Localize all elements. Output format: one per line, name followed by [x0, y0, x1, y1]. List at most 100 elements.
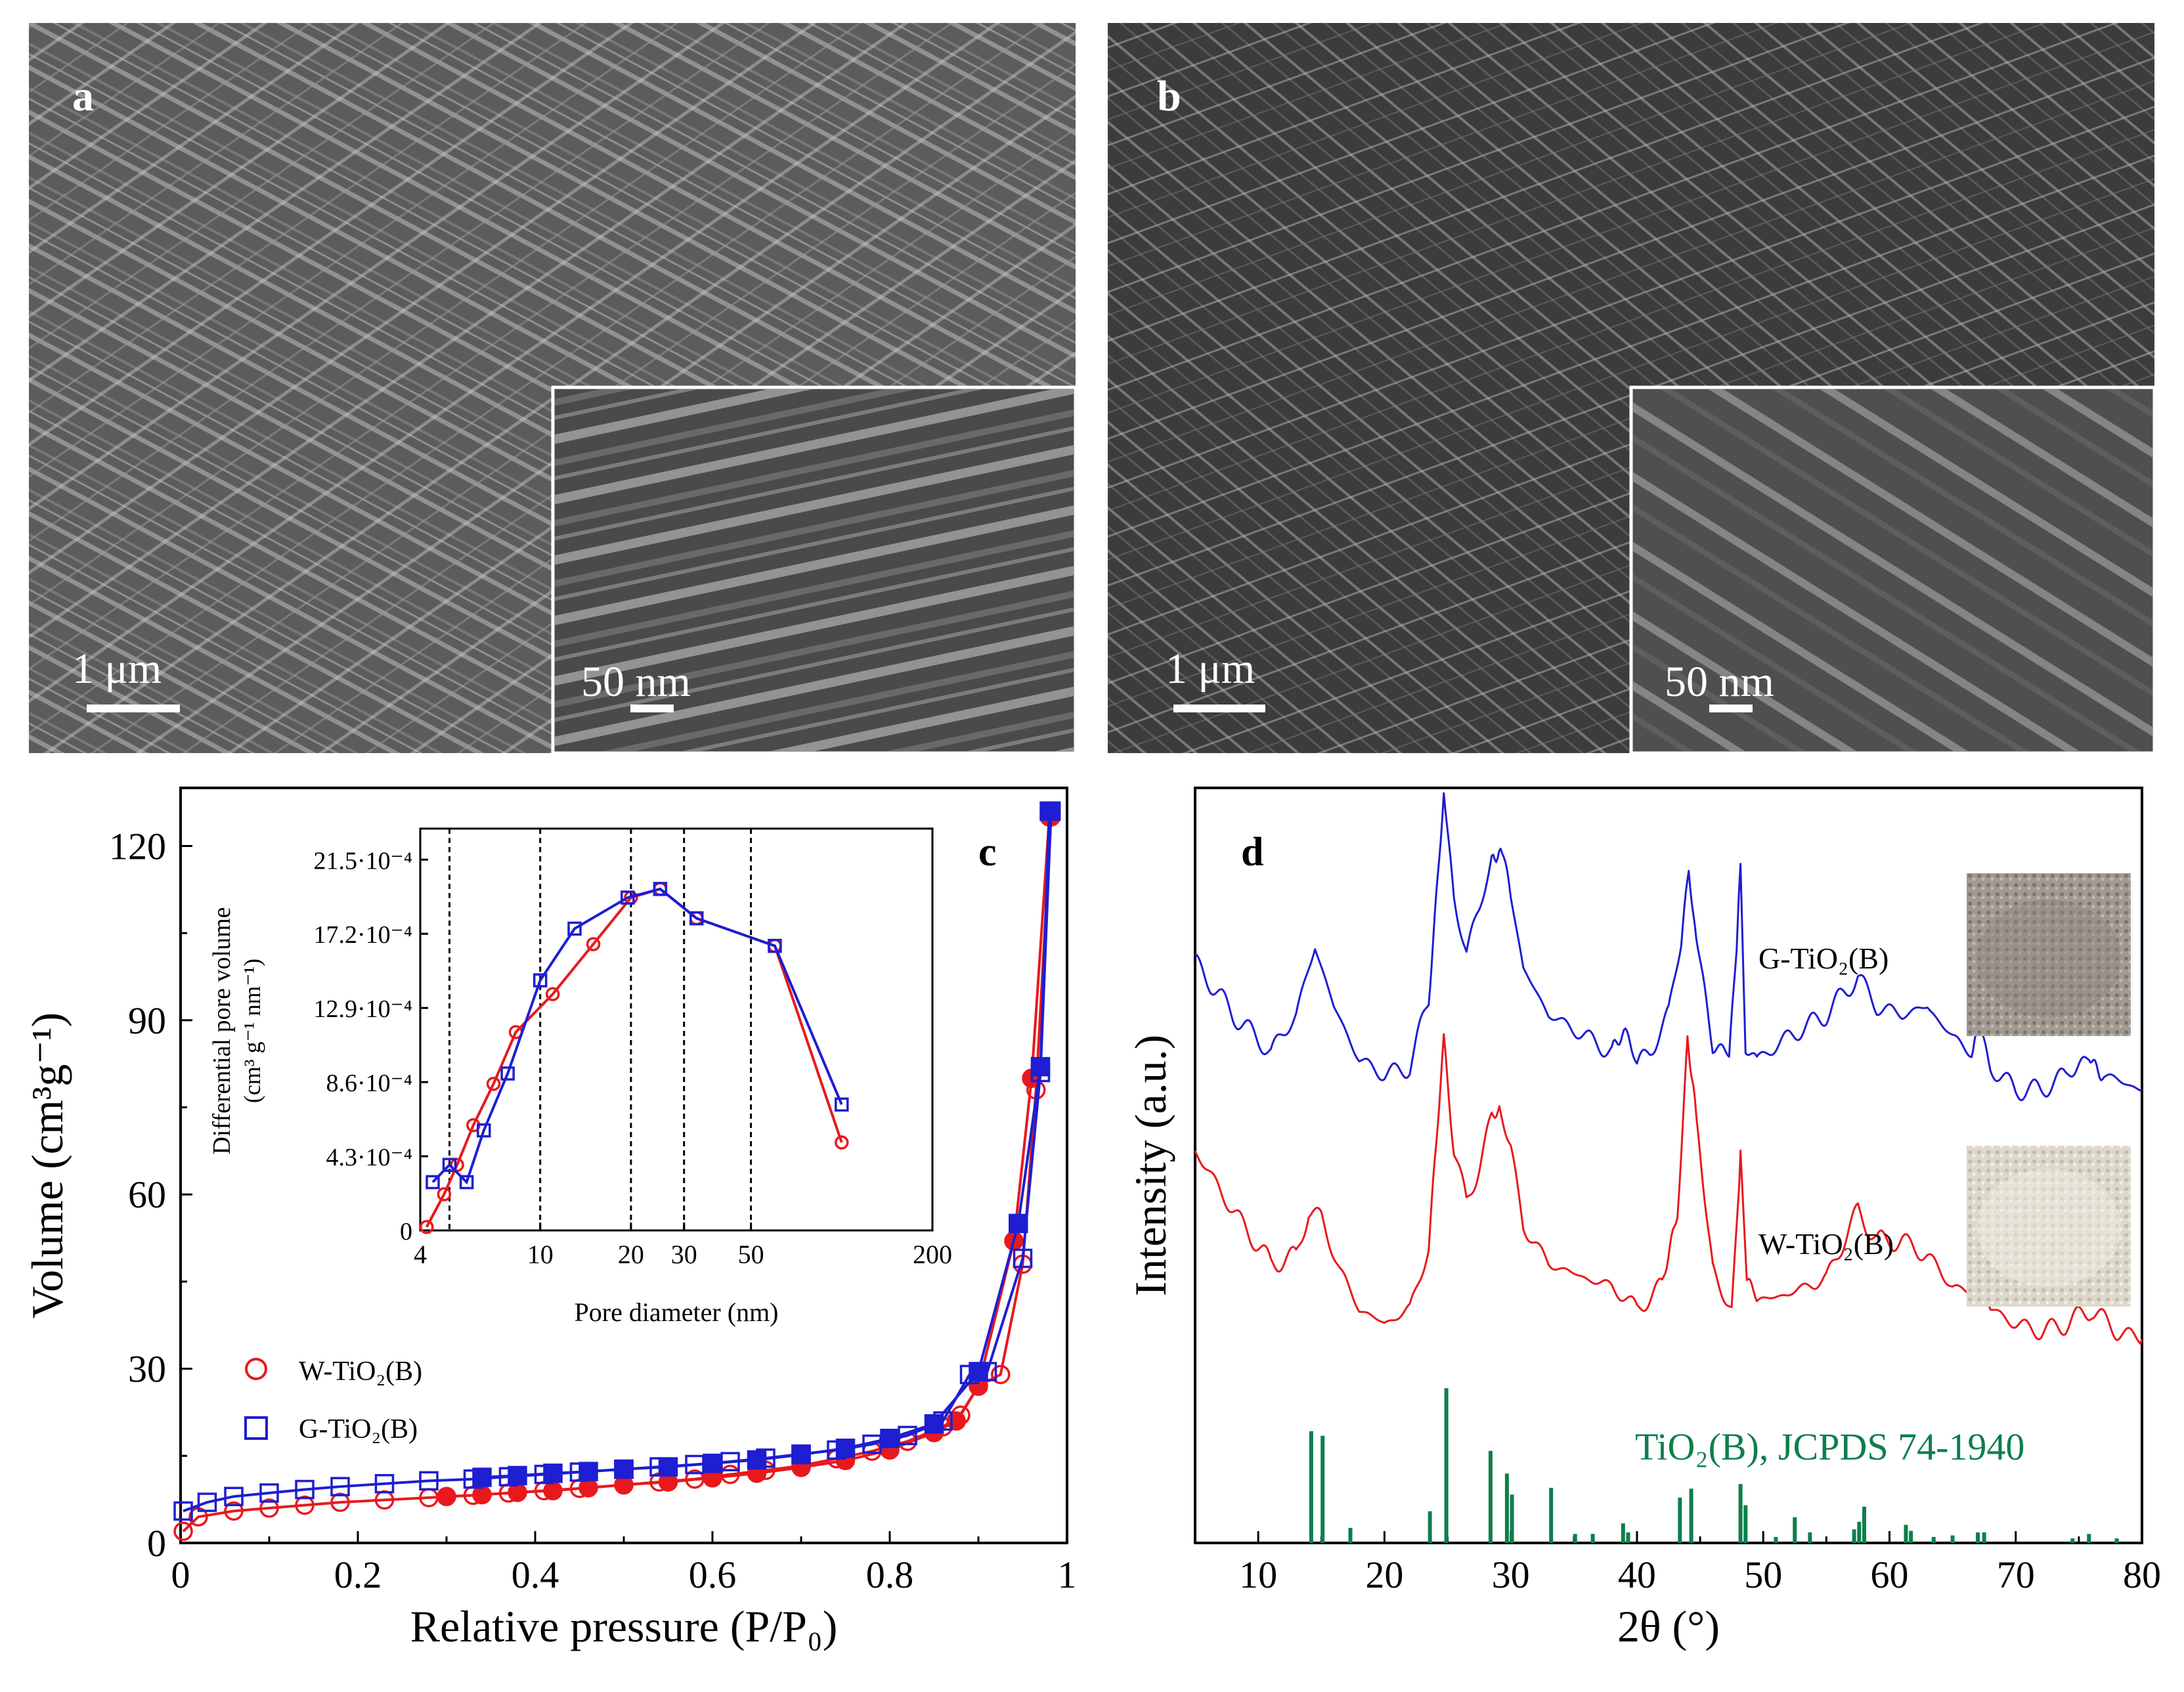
- iso-xlabel: Relative pressure (P/P₀): [410, 1601, 838, 1651]
- xrd-plot-frame: [1194, 787, 2143, 1544]
- pore-xtick-label: 4: [414, 1240, 427, 1269]
- pore-point: [768, 938, 782, 953]
- pore-point: [835, 1097, 849, 1112]
- xrd-xtick-label: 50: [1744, 1553, 1782, 1596]
- pore-point: [442, 1158, 457, 1172]
- scale-bar-a: [87, 705, 180, 712]
- panel-label-b: b: [1157, 72, 1181, 120]
- iso-point: [614, 1475, 634, 1495]
- iso-point: [991, 1364, 1011, 1385]
- pore-point: [545, 987, 560, 1001]
- iso-point: [374, 1474, 395, 1494]
- inset-scale-bar-b: [1709, 705, 1753, 712]
- iso-point: [658, 1457, 678, 1477]
- inset-scale-bar-label-b: 50 nm: [1665, 658, 1774, 706]
- iso-point: [197, 1492, 217, 1512]
- iso-xtick-label: 0: [171, 1553, 190, 1596]
- iso-point: [543, 1481, 563, 1501]
- iso-point: [437, 1486, 456, 1506]
- iso-xtick-label: 1: [1058, 1553, 1077, 1596]
- legend-label-g: G-TiO₂(B): [299, 1414, 418, 1444]
- iso-point: [1039, 801, 1059, 821]
- xrd-xtick-label: 20: [1365, 1553, 1403, 1596]
- xrd-line-0: [1194, 792, 2143, 1102]
- iso-ylabel: Volume (cm³g⁻¹): [22, 1012, 72, 1318]
- pore-ytick-label: 12.9·10⁻⁴: [314, 995, 412, 1023]
- iso-point: [880, 1429, 900, 1448]
- inset-ylabel-line1: Differential pore volume: [208, 907, 236, 1154]
- pore-xtick-label: 200: [913, 1240, 952, 1269]
- pore-point: [477, 1123, 491, 1138]
- xrd-xtick-label: 70: [1997, 1553, 2035, 1596]
- iso-point: [924, 1414, 944, 1434]
- panel-label-a: a: [72, 72, 94, 120]
- iso-xtick-label: 0.6: [689, 1553, 737, 1596]
- panel-label-c: c: [978, 830, 997, 875]
- pore-point: [500, 1066, 515, 1081]
- iso-point: [259, 1483, 279, 1503]
- pore-ytick-label: 17.2·10⁻⁴: [314, 921, 412, 949]
- panel-a: a 1 μm 50 nm: [29, 23, 1078, 755]
- iso-point: [747, 1450, 767, 1470]
- xrd-label-g: G-TiO₂(B): [1758, 942, 1889, 975]
- pore-point: [567, 921, 582, 936]
- iso-point: [835, 1439, 856, 1458]
- scale-bar-label-b: 1 μm: [1166, 645, 1255, 693]
- iso-point: [472, 1485, 492, 1505]
- iso-point: [330, 1492, 350, 1512]
- iso-ytick-label: 0: [147, 1522, 166, 1565]
- scale-bar-b: [1173, 705, 1265, 712]
- pore-line-1: [431, 887, 843, 1185]
- pore-point: [689, 911, 704, 926]
- pore-inset-frame: [419, 827, 934, 1232]
- iso-ytick-label: 90: [128, 999, 166, 1042]
- iso-point: [419, 1471, 439, 1491]
- iso-point: [173, 1501, 193, 1521]
- iso-point: [295, 1495, 315, 1515]
- scale-bar-label-a: 1 μm: [72, 645, 162, 693]
- iso-point: [791, 1444, 811, 1465]
- pore-point: [437, 1187, 452, 1202]
- pore-point: [459, 1175, 474, 1190]
- iso-point: [614, 1459, 634, 1479]
- inset-scale-bar-label-a: 50 nm: [581, 658, 691, 706]
- pore-point: [533, 973, 548, 987]
- isotherm-legend: W-TiO₂(B) G-TiO₂(B): [244, 1356, 422, 1444]
- iso-line-1-desorption: [481, 811, 1051, 1479]
- pore-ytick-label: 0: [400, 1218, 412, 1246]
- iso-point: [969, 1362, 988, 1381]
- inset-scale-bar-a: [630, 705, 674, 712]
- iso-point: [579, 1478, 598, 1498]
- iso-point: [224, 1486, 244, 1506]
- xrd-xtick-label: 80: [2123, 1553, 2161, 1596]
- iso-point: [295, 1479, 315, 1500]
- iso-point: [579, 1462, 598, 1481]
- inset-xlabel: Pore diameter (nm): [575, 1297, 779, 1327]
- pore-xtick-label: 50: [738, 1240, 764, 1269]
- iso-point: [173, 1521, 193, 1542]
- xrd-label-w: W-TiO₂(B): [1758, 1227, 1894, 1261]
- iso-point: [224, 1501, 244, 1521]
- iso-point: [472, 1467, 492, 1487]
- reference-label: TiO₂(B), JCPDS 74-1940: [1635, 1425, 2024, 1468]
- pore-ytick-label: 21.5·10⁻⁴: [314, 847, 412, 875]
- iso-point: [1013, 1248, 1033, 1269]
- xrd-ylabel: Intensity (a.u.): [1125, 1035, 1175, 1296]
- legend-marker-g: [244, 1416, 268, 1440]
- iso-xtick-label: 0.8: [866, 1553, 914, 1596]
- iso-point: [508, 1483, 527, 1502]
- iso-point: [543, 1464, 563, 1483]
- pore-xtick-label: 10: [527, 1240, 554, 1269]
- iso-ytick-label: 60: [128, 1173, 166, 1216]
- iso-xtick-label: 0.4: [512, 1553, 559, 1596]
- iso-point: [1030, 1056, 1051, 1077]
- pore-point: [653, 882, 668, 896]
- legend-marker-w: [245, 1358, 267, 1380]
- iso-point: [703, 1454, 722, 1473]
- iso-point: [1009, 1213, 1028, 1234]
- panel-label-d: d: [1241, 830, 1263, 875]
- pore-ytick-label: 8.6·10⁻⁴: [326, 1070, 412, 1097]
- pore-point: [419, 1219, 434, 1234]
- xrd-xtick-label: 60: [1870, 1553, 1908, 1596]
